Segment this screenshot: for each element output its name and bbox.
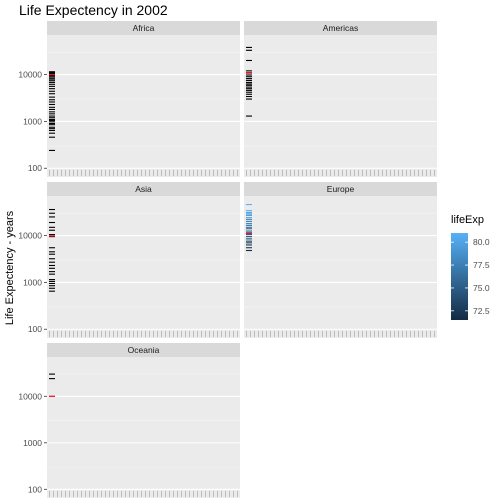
facet-panels: Africa 100 1000 10000 Americas Asia 100 1000 100…	[18, 21, 437, 498]
facet-strip	[244, 21, 437, 35]
panel-background	[47, 357, 240, 498]
facet-label: Oceania	[128, 345, 160, 355]
y-tick-label: 10000	[18, 231, 42, 241]
legend-tick-label: 72.5	[473, 306, 490, 316]
facet-strip	[47, 343, 240, 357]
y-tick-label: 10000	[18, 70, 42, 80]
panel-background	[47, 196, 240, 338]
legend-tick-label: 77.5	[473, 260, 490, 270]
facet-americas: Americas	[244, 21, 437, 177]
color-legend: lifeExp 72.5 75.0 77.5 80.0	[451, 214, 490, 320]
facet-africa: Africa 100 1000 10000	[18, 21, 240, 177]
y-tick-label: 1000	[23, 438, 42, 448]
facet-strip	[47, 182, 240, 196]
legend-title: lifeExp	[451, 214, 484, 226]
panel-background	[47, 35, 240, 177]
y-axis-title: Life Expectency - years	[4, 210, 16, 325]
panel-background	[244, 35, 437, 177]
facet-europe: Europe	[244, 182, 437, 338]
facet-label: Europe	[327, 184, 355, 194]
y-tick-label: 100	[28, 324, 42, 334]
legend-colorbar	[451, 233, 468, 320]
legend-tick-label: 75.0	[473, 283, 490, 293]
y-tick-label: 100	[28, 484, 42, 494]
facet-label: Americas	[323, 23, 358, 33]
facet-strip	[244, 182, 437, 196]
legend-tick-label: 80.0	[473, 237, 490, 247]
facet-oceania: Oceania 100 1000 10000	[18, 343, 240, 498]
facet-label: Asia	[135, 184, 152, 194]
y-tick-label: 100	[28, 163, 42, 173]
y-tick-label: 10000	[18, 391, 42, 401]
panel-background	[244, 196, 437, 338]
facet-asia: Asia 100 1000 10000	[18, 182, 240, 338]
y-tick-label: 1000	[23, 116, 42, 126]
facet-strip	[47, 21, 240, 35]
facet-label: Africa	[133, 23, 155, 33]
y-tick-label: 1000	[23, 277, 42, 287]
chart-title: Life Expectency in 2002	[19, 2, 168, 18]
